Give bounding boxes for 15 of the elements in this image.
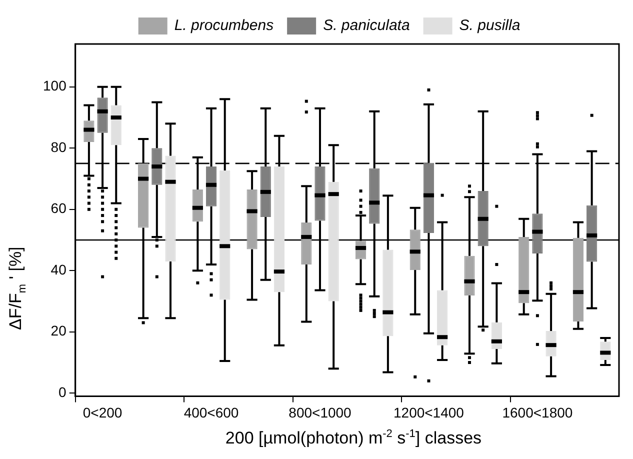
y-tick-label: 40 [50,261,67,278]
y-tick-label: 60 [50,200,67,216]
legend-label: S. paniculata [323,17,410,34]
x-tick-label: 1600<1800 [502,404,573,420]
legend-label: L. procumbens [174,17,274,34]
x-tick-label: 0<200 [82,404,122,420]
x-tick-label: 400<600 [184,404,239,420]
y-tick-label: 0 [58,384,67,400]
x-tick-label: 1200<1400 [393,404,464,420]
y-tick-label: 100 [43,78,67,94]
y-tick-label: 20 [50,322,67,339]
y-tick-label: 80 [50,138,67,155]
legend-label: S. pusilla [459,17,520,34]
x-tick-label: 800<1000 [288,404,352,420]
x-axis-title: 200 [µmol(photon) m$^{-2}$ s$^{-1}$] classes [224,428,483,449]
